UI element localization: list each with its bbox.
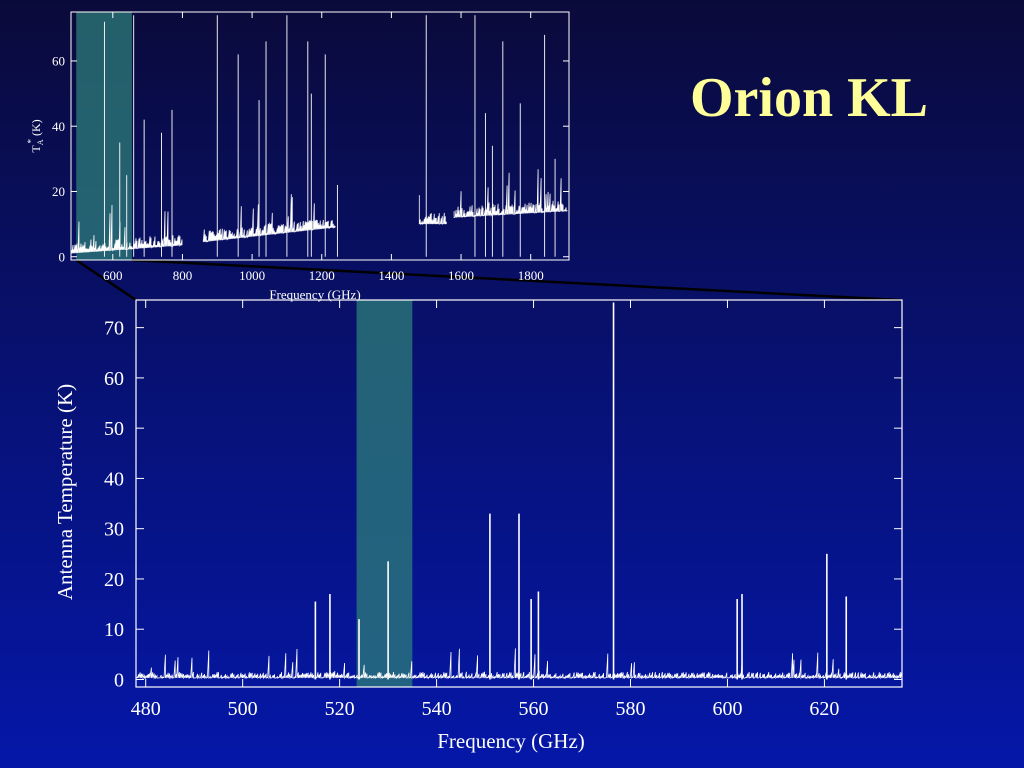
zoom-x-axis-label: Frequency (GHz)	[437, 729, 585, 753]
overview-plot-frame	[70, 11, 570, 261]
zoom-xtick-label: 600	[712, 698, 742, 720]
zoom-ytick-label: 60	[104, 368, 124, 390]
zoom-highlight-band	[356, 300, 413, 687]
zoom-xtick-label: 560	[519, 698, 549, 720]
overview-ytick-label: 20	[52, 184, 65, 199]
zoom-plot-frame	[135, 299, 903, 688]
zoom-ytick-label: 30	[104, 519, 124, 541]
slide-title: Orion KL	[690, 67, 929, 129]
zoom-xtick-label: 580	[616, 698, 646, 720]
overview-y-label-unit: (K)	[29, 119, 43, 136]
zoom-xtick-label: 520	[325, 698, 355, 720]
overview-xtick-label: 1400	[378, 268, 404, 283]
overview-y-label-sub: A	[36, 139, 45, 145]
zoom-ytick-label: 10	[104, 619, 124, 641]
zoom-xtick-label: 500	[228, 698, 258, 720]
svg-text:TA*(K): TA* (K)	[26, 119, 45, 152]
zoom-ytick-label: 70	[104, 318, 124, 340]
overview-xtick-label: 1200	[309, 268, 335, 283]
zoom-xtick-label: 480	[131, 698, 161, 720]
overview-x-axis-label: Frequency (GHz)	[269, 287, 360, 302]
overview-ytick-label: 40	[52, 119, 65, 134]
overview-y-axis-label: TA* (K)	[26, 119, 45, 152]
overview-xtick-label: 1000	[239, 268, 265, 283]
zoom-xtick-label: 540	[422, 698, 452, 720]
overview-spectrum-chart: 600 800 1000 1200 1400 1600 1800 0 20 40 60 Freque…	[26, 11, 570, 302]
overview-ytick-label: 60	[52, 53, 65, 68]
zoom-y-axis-label: Antenna Temperature (K)	[53, 384, 77, 600]
overview-y-label-symbol: T	[29, 145, 43, 153]
zoom-ytick-label: 40	[104, 468, 124, 490]
overview-xtick-label: 600	[103, 268, 123, 283]
zoom-connector-left	[75, 258, 137, 302]
zoom-spectrum-chart: 480 500 520 540 560 580 600 620010203040506070 …	[53, 299, 903, 753]
overview-xtick-label: 1800	[518, 268, 544, 283]
zoom-ytick-label: 20	[104, 569, 124, 591]
overview-y-label-sup: *	[26, 139, 36, 144]
zoom-ytick-label: 0	[114, 669, 124, 691]
zoom-ytick-label: 50	[104, 418, 124, 440]
overview-ytick-label: 0	[59, 249, 66, 264]
overview-xtick-label: 800	[173, 268, 193, 283]
overview-xtick-label: 1600	[448, 268, 474, 283]
zoom-connector-right	[130, 258, 901, 302]
zoom-xtick-label: 620	[809, 698, 839, 720]
